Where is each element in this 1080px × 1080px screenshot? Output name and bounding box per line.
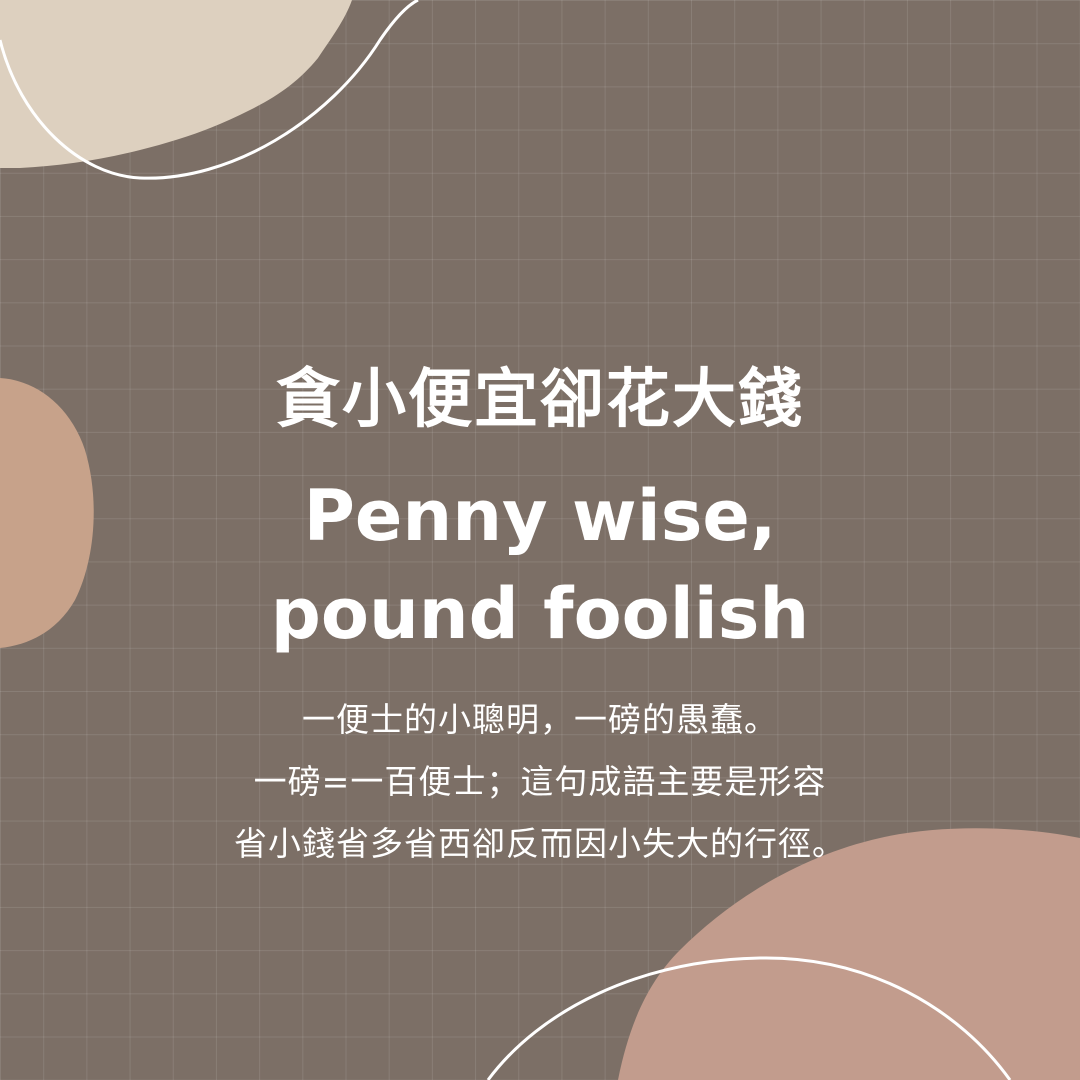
bottom-outline [486, 956, 1012, 1080]
english-title-line-1: Penny wise, [303, 475, 777, 557]
bottom-right-blob [618, 828, 1080, 1080]
left-blob [0, 378, 94, 648]
chinese-title: 貪小便宜卻花大錢 [276, 363, 804, 437]
body-text-line-3: 省小錢省多省西卻反而因小失大的行徑。 [234, 824, 846, 863]
body-text-line-2: 一磅=一百便士；這句成語主要是形容 [253, 762, 827, 801]
top-left-outline [0, 0, 419, 180]
english-title-line-2: pound foolish [270, 573, 810, 655]
top-left-blob [0, 0, 352, 168]
body-text-line-1: 一便士的小聰明，一磅的愚蠢。 [302, 700, 778, 739]
